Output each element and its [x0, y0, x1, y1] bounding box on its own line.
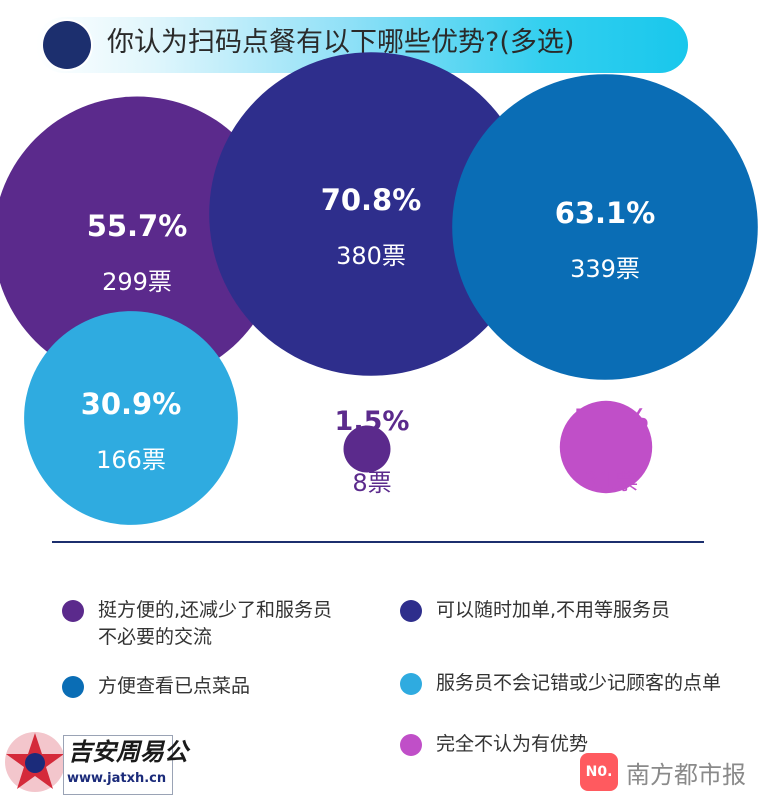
- watermark-box: 吉安周易公 www.jatxh.cn: [63, 735, 188, 795]
- percent-label: 30.9%: [81, 387, 182, 421]
- chart-title: 你认为扫码点餐有以下哪些优势?(多选): [107, 27, 575, 58]
- legend-label: 服务员不会记错或少记顾客的点单: [436, 672, 722, 694]
- votes-label: 339票: [570, 255, 640, 283]
- legend-label: 完全不认为有优势: [436, 733, 589, 755]
- legend-dot-icon: [400, 673, 422, 695]
- watermark-right: N0. 南方都市报: [580, 752, 746, 792]
- title-bullet-icon: [43, 21, 91, 69]
- votes-label: 380票: [336, 242, 406, 270]
- bubble: [24, 311, 238, 525]
- bubble-chart: 55.7%299票70.8%380票63.1%339票30.9%166票1.5%…: [0, 52, 758, 525]
- percent-label: 70.8%: [321, 183, 422, 217]
- divider: [52, 541, 704, 543]
- legend-item-convenient: 挺方便的,还减少了和服务员 不必要的交流: [62, 597, 332, 651]
- votes-label: 8票: [352, 469, 391, 497]
- watermark-left: 吉安周易公 www.jatxh.cn: [3, 727, 188, 797]
- bubble: [209, 52, 533, 376]
- votes-label: 166票: [96, 446, 166, 474]
- legend-label: 可以随时加单,不用等服务员: [436, 599, 671, 621]
- legend-dot-icon: [400, 734, 422, 756]
- percent-label: 55.7%: [87, 209, 188, 243]
- legend-label: 方便查看已点菜品: [98, 675, 251, 697]
- bubble: [452, 74, 758, 380]
- votes-label: 31票: [584, 467, 639, 495]
- legend-item-add-order: 可以随时加单,不用等服务员: [400, 597, 670, 624]
- emblem-icon: [5, 732, 65, 792]
- legend-dot-icon: [62, 676, 84, 698]
- percent-label: 63.1%: [555, 196, 656, 230]
- legend-label: 挺方便的,还减少了和服务员 不必要的交流: [98, 599, 333, 648]
- watermark-name: 吉安周易公: [68, 738, 188, 766]
- legend-dot-icon: [400, 600, 422, 622]
- legend-item-no-advantage: 完全不认为有优势: [400, 731, 588, 758]
- bubble: [0, 96, 281, 384]
- legend-item-no-mistakes: 服务员不会记错或少记顾客的点单: [400, 670, 721, 697]
- newspaper-name: 南方都市报: [626, 760, 746, 789]
- watermark-url: www.jatxh.cn: [67, 771, 167, 786]
- legend-dot-icon: [62, 600, 84, 622]
- votes-label: 299票: [102, 268, 172, 296]
- legend-item-view-dishes: 方便查看已点菜品: [62, 673, 250, 700]
- bubble: [559, 400, 653, 494]
- bubble: [343, 425, 391, 473]
- newspaper-logo-icon: N0.: [580, 753, 618, 791]
